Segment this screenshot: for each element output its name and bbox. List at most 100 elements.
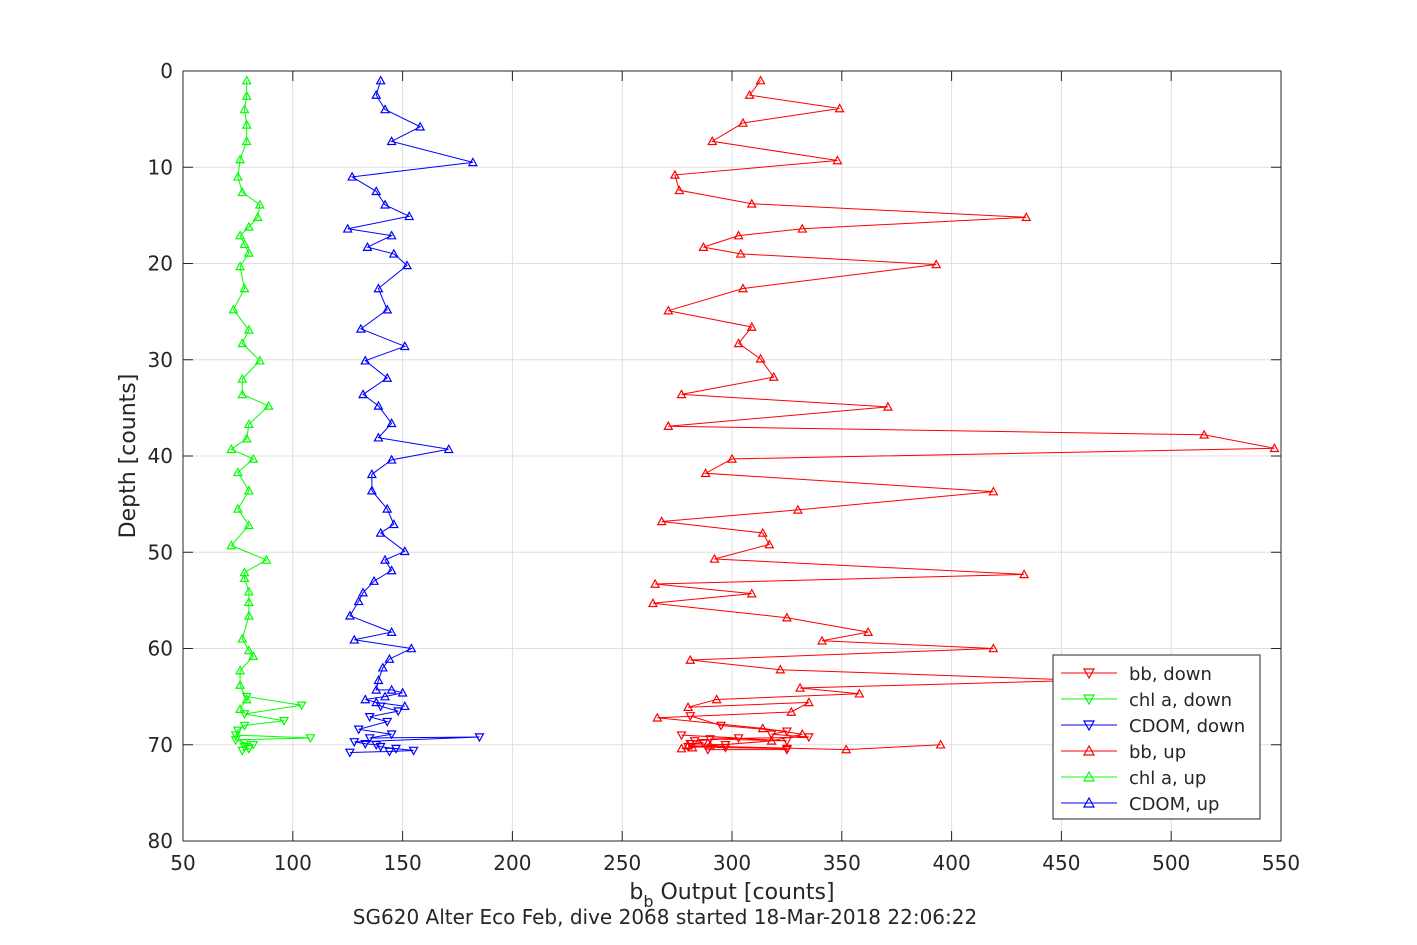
data-point [792,504,803,514]
data-point [388,519,399,529]
data-point [689,737,700,747]
series-line [652,80,1275,751]
data-point [733,230,744,240]
data-point [226,540,237,550]
data-point [235,230,246,240]
data-point [380,199,391,209]
data-point [757,527,768,537]
series-5 [342,75,478,711]
data-point [755,75,766,85]
y-tick-label: 20 [148,252,173,276]
data-point [698,739,709,749]
data-point [360,739,371,750]
y-tick-label: 80 [148,829,173,853]
series-2 [344,702,485,758]
data-point [384,747,395,757]
data-point [232,503,243,513]
data-point [1019,569,1030,579]
data-point [248,650,259,661]
data-point [735,248,746,258]
data-point [243,324,254,334]
data-point [243,419,254,429]
data-point [408,746,419,756]
data-point [705,740,716,750]
data-point [305,734,316,744]
legend-marker [1082,694,1096,706]
data-point [390,744,402,754]
data-point [239,710,250,720]
data-point [358,389,369,399]
data-point [360,694,371,704]
data-point [373,675,384,685]
data-point [935,739,946,749]
data-point [399,546,410,556]
data-point [228,304,239,314]
legend-entry: CDOM, down [1061,716,1245,737]
data-point [241,75,252,85]
data-point [404,211,415,221]
data-point [243,485,254,495]
data-point [700,468,711,478]
y-tick-label: 0 [160,59,173,83]
y-tick-label: 60 [148,637,173,661]
data-point [380,104,391,114]
data-point [386,230,397,240]
x-axis-label-subscript: b [643,892,653,911]
data-point [737,283,748,293]
data-point [737,117,748,127]
data-point [707,136,718,146]
data-point [766,735,777,745]
x-tick-label: 450 [1042,851,1080,875]
series-4 [226,75,274,713]
data-point [254,355,265,365]
data-point [235,679,246,689]
data-point [386,626,397,636]
data-point [676,743,687,753]
data-point [388,248,399,258]
data-point [375,742,386,752]
data-point [746,588,757,598]
data-point [347,171,358,181]
data-point [235,261,246,271]
data-point [663,420,674,430]
data-point [382,304,393,314]
data-point [254,199,265,209]
legend-marker [1082,770,1096,782]
x-tick-label: 100 [274,851,312,875]
data-point [237,338,248,348]
data-point [230,736,241,746]
data-point [243,744,254,754]
data-point [1199,429,1210,439]
data-point [349,738,360,748]
series-line [349,705,480,753]
data-point [709,553,720,563]
legend-label: chl a, down [1129,690,1232,711]
x-tick-label: 550 [1262,851,1300,875]
data-point [775,664,786,674]
data-point [733,734,744,744]
data-point [239,239,250,249]
data-point [243,247,254,257]
legend-entry: CDOM, up [1061,794,1219,815]
data-point [239,573,250,583]
legend-label: CDOM, up [1129,794,1219,815]
data-point [237,389,248,399]
data-point [401,260,413,270]
data-point [676,731,687,741]
data-point [353,596,364,606]
data-point [988,486,999,496]
data-point [349,634,360,644]
data-point [832,155,843,165]
data-point [768,371,779,381]
data-point [263,400,274,410]
data-point [746,198,757,208]
data-point [726,453,738,463]
data-point [443,444,454,454]
data-point [647,598,658,608]
data-point [344,748,355,758]
data-point [786,706,797,716]
data-point [371,697,382,707]
data-point [817,635,828,645]
data-point [834,103,845,113]
data-point [237,746,248,756]
